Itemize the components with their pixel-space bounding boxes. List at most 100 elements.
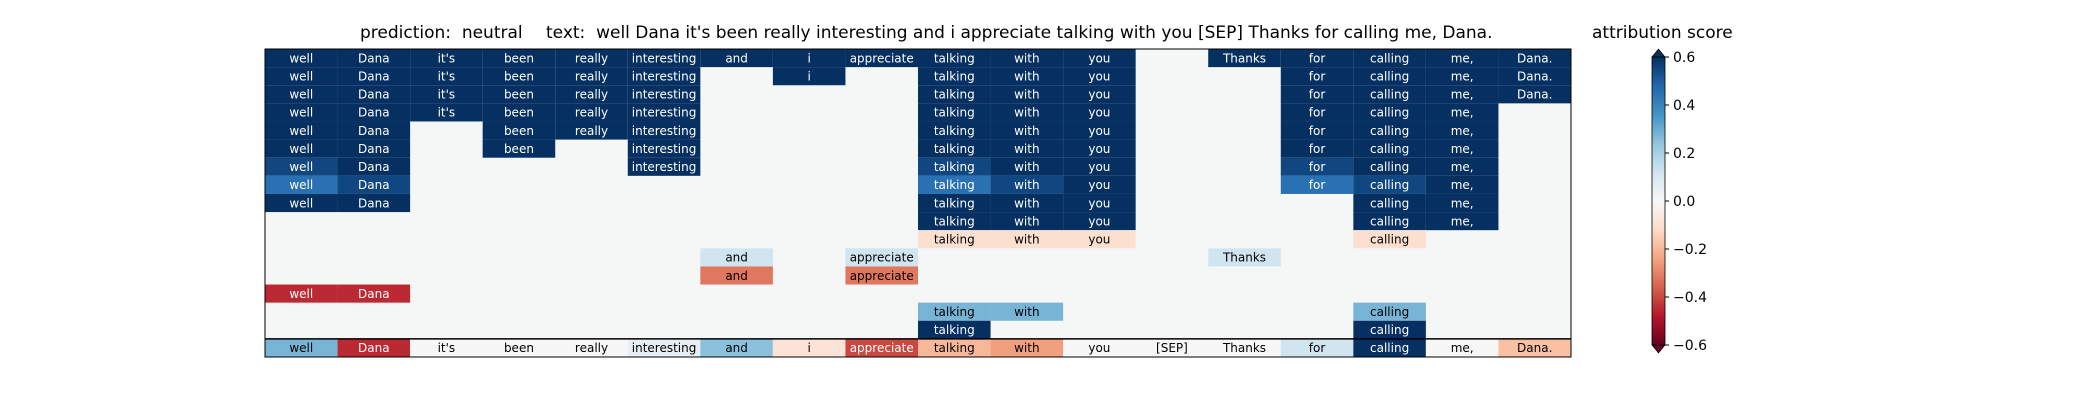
token-label: talking (934, 233, 975, 247)
token-label: well (289, 69, 313, 83)
token-label: interesting (632, 142, 697, 156)
token-label: and (725, 251, 748, 265)
heatmap-cell (337, 67, 411, 86)
summary-cell (1063, 338, 1136, 357)
token-label: calling (1370, 69, 1409, 83)
heatmap-cell (482, 85, 556, 104)
heatmap-cell (1425, 157, 1499, 176)
summary-cell (1208, 338, 1281, 357)
heatmap-cell (918, 193, 991, 213)
heatmap-cell (555, 67, 628, 86)
token-label: for (1309, 178, 1326, 192)
token-label: Dana (358, 196, 390, 210)
heatmap-cell (337, 49, 411, 68)
token-label: Dana. (1517, 88, 1552, 102)
heatmap-cell (1425, 103, 1499, 122)
token-label: you (1088, 160, 1110, 174)
token-label: talking (934, 106, 975, 120)
heatmap-cell (627, 139, 701, 158)
summary-token-label: for (1309, 341, 1326, 355)
heatmap-cell (627, 85, 701, 104)
token-label: me, (1451, 214, 1474, 228)
summary-cell (337, 338, 411, 357)
token-label: you (1088, 233, 1110, 247)
text-label: text: well Dana it's been really interes… (546, 23, 1493, 43)
token-label: i (807, 51, 810, 65)
heatmap-cell (337, 139, 411, 158)
token-label: with (1014, 69, 1039, 83)
colorbar-tick-label: −0.6 (1673, 338, 1707, 354)
heatmap-cell (1063, 212, 1136, 231)
summary-cell (918, 338, 991, 357)
heatmap-cell (1063, 85, 1136, 104)
token-label: Dana. (1517, 51, 1552, 65)
token-label: i (807, 69, 810, 83)
colorbar-title: attribution score (1592, 23, 1733, 43)
token-label: been (504, 88, 534, 102)
summary-token-label: Dana. (1517, 341, 1552, 355)
heatmap-cell (265, 67, 338, 86)
token-label: calling (1370, 233, 1409, 247)
heatmap-cell (918, 139, 991, 158)
colorbar-tick-label: −0.4 (1673, 290, 1707, 306)
heatmap-cell (555, 121, 628, 140)
heatmap-cell (1498, 67, 1571, 86)
summary-cell (990, 338, 1064, 357)
summary-cell (627, 338, 701, 357)
summary-token-label: calling (1370, 341, 1409, 355)
token-label: talking (934, 178, 975, 192)
token-label: been (504, 124, 534, 138)
token-label: talking (934, 51, 975, 65)
heatmap-cell (990, 212, 1064, 231)
token-label: Thanks (1222, 251, 1266, 265)
token-label: with (1014, 51, 1039, 65)
token-label: talking (934, 142, 975, 156)
summary-token-label: [SEP] (1156, 341, 1188, 355)
token-label: you (1088, 69, 1110, 83)
token-label: it's (438, 106, 456, 120)
token-label: well (289, 287, 313, 301)
heatmap-cell (918, 320, 991, 339)
heatmap-cell (482, 103, 556, 122)
token-label: me, (1451, 69, 1474, 83)
token-label: calling (1370, 196, 1409, 210)
token-label: calling (1370, 51, 1409, 65)
heatmap-cell (1063, 193, 1136, 213)
summary-token-label: appreciate (850, 341, 914, 355)
heatmap-cell (918, 212, 991, 231)
summary-cell (1353, 338, 1426, 357)
token-label: me, (1451, 88, 1474, 102)
summary-token-label: well (289, 341, 313, 355)
token-label: Thanks (1222, 51, 1266, 65)
token-label: talking (934, 124, 975, 138)
token-label: with (1014, 178, 1039, 192)
token-label: really (575, 69, 608, 83)
heatmap-cell (410, 103, 483, 122)
token-label: been (504, 142, 534, 156)
token-label: interesting (632, 88, 697, 102)
heatmap-cell (845, 49, 918, 68)
heatmap-cell (265, 121, 338, 140)
heatmap-cell (1353, 85, 1426, 104)
heatmap-cell (990, 85, 1064, 104)
summary-token-label: talking (934, 341, 975, 355)
heatmap-cell (990, 193, 1064, 213)
heatmap-cell (1280, 121, 1354, 140)
token-label: me, (1451, 196, 1474, 210)
heatmap-cell (337, 284, 411, 303)
token-label: really (575, 51, 608, 65)
heatmap-cell (1280, 157, 1354, 176)
token-label: Dana (358, 51, 390, 65)
token-label: calling (1370, 214, 1409, 228)
heatmap-cell (918, 67, 991, 86)
heatmap-cell (1063, 67, 1136, 86)
token-label: well (289, 88, 313, 102)
summary-cell (410, 338, 483, 357)
token-label: interesting (632, 69, 697, 83)
heatmap-cell (1280, 139, 1354, 158)
heatmap-cell (482, 49, 556, 68)
heatmap-cell (1425, 139, 1499, 158)
plot-frame (264, 48, 1572, 358)
heatmap-cell (1063, 139, 1136, 158)
